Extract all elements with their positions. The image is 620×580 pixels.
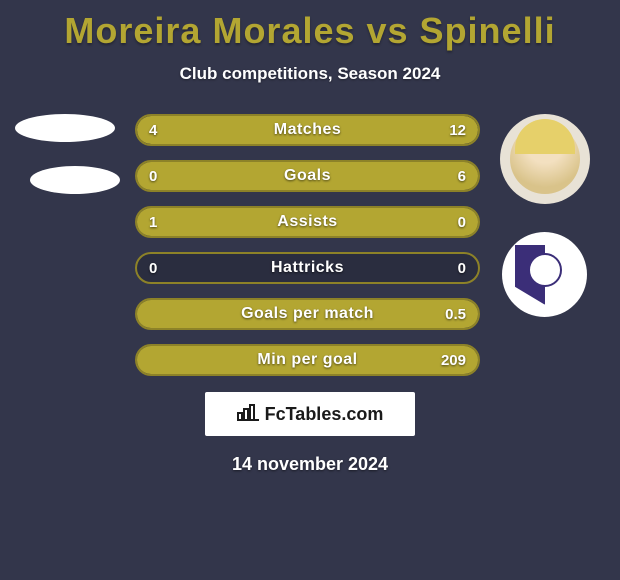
left-club-avatar — [30, 166, 120, 194]
stat-row: 10Assists — [135, 206, 480, 238]
stat-row: 209Min per goal — [135, 344, 480, 376]
branding-label: FcTables.com — [265, 404, 384, 425]
stat-bars: 412Matches 06Goals 10Assists 00Hattricks 0.5… — [135, 114, 480, 376]
stat-label: Assists — [137, 208, 478, 236]
stat-label: Goals per match — [137, 300, 478, 328]
stat-row: 0.5Goals per match — [135, 298, 480, 330]
stat-row: 00Hattricks — [135, 252, 480, 284]
stats-area: 412Matches 06Goals 10Assists 00Hattricks 0.5… — [0, 114, 620, 376]
stat-row: 412Matches — [135, 114, 480, 146]
stat-label: Hattricks — [137, 254, 478, 282]
date: 14 november 2024 — [0, 454, 620, 475]
stat-label: Matches — [137, 116, 478, 144]
right-avatars — [500, 114, 600, 317]
stat-label: Goals — [137, 162, 478, 190]
left-player-avatar — [15, 114, 115, 142]
page-title: Moreira Morales vs Spinelli — [0, 0, 620, 52]
branding-badge: FcTables.com — [205, 392, 415, 436]
stat-row: 06Goals — [135, 160, 480, 192]
stat-label: Min per goal — [137, 346, 478, 374]
right-club-avatar — [502, 232, 587, 317]
right-player-avatar — [500, 114, 590, 204]
left-avatars — [10, 114, 120, 194]
face-icon — [510, 124, 580, 194]
subtitle: Club competitions, Season 2024 — [0, 64, 620, 84]
chart-icon — [237, 403, 259, 426]
club-crest-icon — [515, 245, 575, 305]
